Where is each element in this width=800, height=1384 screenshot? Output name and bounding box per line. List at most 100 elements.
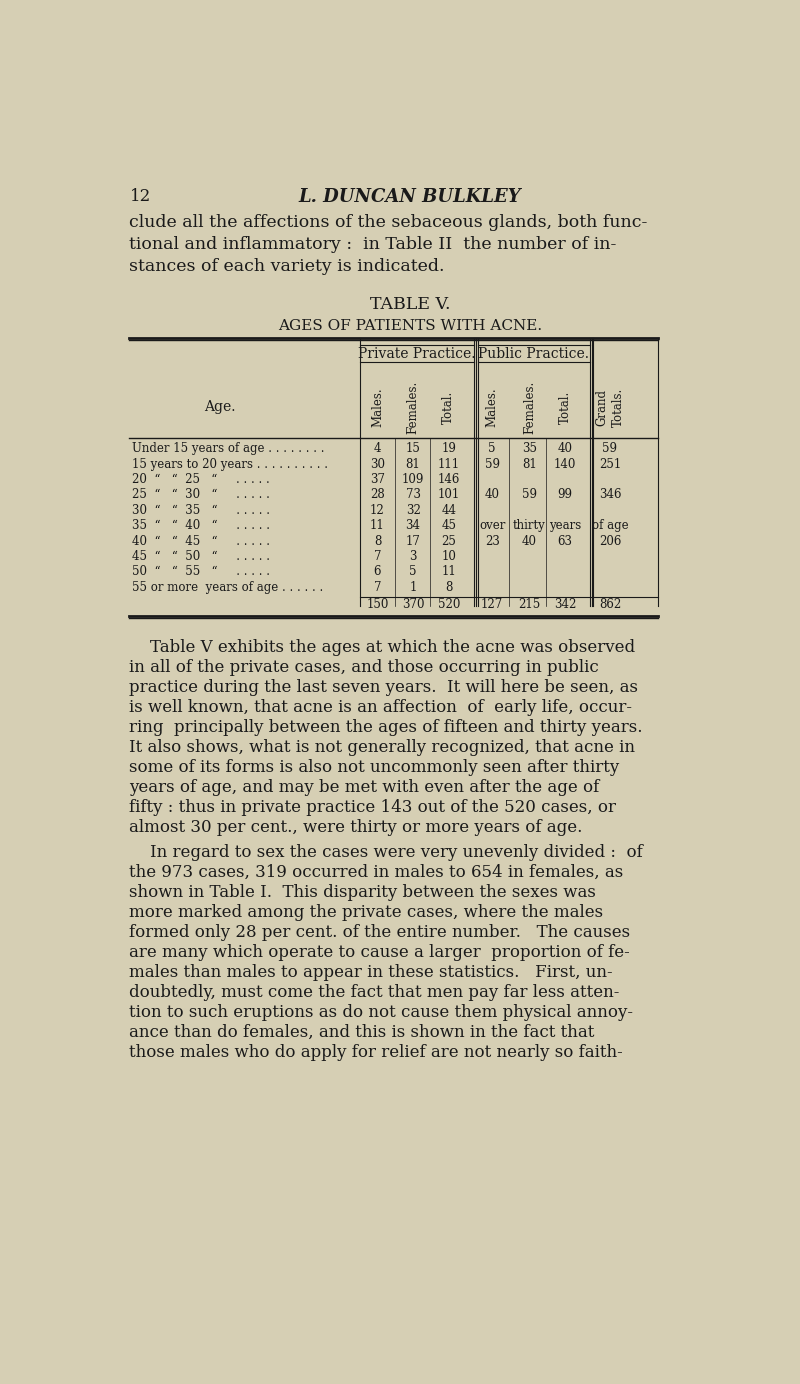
Text: 251: 251 xyxy=(599,458,621,471)
Text: 59: 59 xyxy=(485,458,500,471)
Text: 25  “   “  30   “     . . . . .: 25 “ “ 30 “ . . . . . xyxy=(132,489,270,501)
Text: practice during the last seven years.  It will here be seen, as: practice during the last seven years. It… xyxy=(130,680,638,696)
Text: 37: 37 xyxy=(370,473,385,486)
Text: 520: 520 xyxy=(438,598,460,612)
Text: 3: 3 xyxy=(410,549,417,563)
Text: It also shows, what is not generally recognized, that acne in: It also shows, what is not generally rec… xyxy=(130,739,635,756)
Text: 19: 19 xyxy=(442,441,456,455)
Text: over: over xyxy=(479,519,506,533)
Text: 35: 35 xyxy=(522,441,537,455)
Text: Total.: Total. xyxy=(442,390,455,424)
Text: 140: 140 xyxy=(554,458,576,471)
Text: L. DUNCAN BULKLEY: L. DUNCAN BULKLEY xyxy=(298,188,522,206)
Text: Total.: Total. xyxy=(558,390,571,424)
Text: Under 15 years of age . . . . . . . .: Under 15 years of age . . . . . . . . xyxy=(132,441,324,455)
Text: ring  principally between the ages of fifteen and thirty years.: ring principally between the ages of fif… xyxy=(130,718,643,736)
Text: 127: 127 xyxy=(481,598,503,612)
Text: 30  “   “  35   “     . . . . .: 30 “ “ 35 “ . . . . . xyxy=(132,504,270,516)
Text: the 973 cases, 319 occurred in males to 654 in females, as: the 973 cases, 319 occurred in males to … xyxy=(130,864,624,880)
Text: fifty : thus in private practice 143 out of the 520 cases, or: fifty : thus in private practice 143 out… xyxy=(130,799,617,817)
Text: 40  “   “  45   “     . . . . .: 40 “ “ 45 “ . . . . . xyxy=(132,534,270,548)
Text: 7: 7 xyxy=(374,581,381,594)
Text: shown in Table I.  This disparity between the sexes was: shown in Table I. This disparity between… xyxy=(130,884,596,901)
Text: in all of the private cases, and those occurring in public: in all of the private cases, and those o… xyxy=(130,659,599,675)
Text: more marked among the private cases, where the males: more marked among the private cases, whe… xyxy=(130,904,603,920)
Text: 15 years to 20 years . . . . . . . . . .: 15 years to 20 years . . . . . . . . . . xyxy=(132,458,328,471)
Text: tion to such eruptions as do not cause them physical annoy-: tion to such eruptions as do not cause t… xyxy=(130,1003,634,1021)
Text: 101: 101 xyxy=(438,489,460,501)
Text: Males.: Males. xyxy=(486,388,498,426)
Text: Grand
Totals.: Grand Totals. xyxy=(595,388,625,426)
Text: 206: 206 xyxy=(598,534,621,548)
Text: Public Practice.: Public Practice. xyxy=(478,347,590,361)
Text: 73: 73 xyxy=(406,489,421,501)
Text: 44: 44 xyxy=(442,504,456,516)
Text: 59: 59 xyxy=(602,441,618,455)
Text: 34: 34 xyxy=(406,519,421,533)
Text: years of age, and may be met with even after the age of: years of age, and may be met with even a… xyxy=(130,779,600,796)
Text: 7: 7 xyxy=(374,549,381,563)
Text: 11: 11 xyxy=(370,519,385,533)
Text: 109: 109 xyxy=(402,473,424,486)
Text: 6: 6 xyxy=(374,566,381,579)
Text: 28: 28 xyxy=(370,489,385,501)
Text: thirty: thirty xyxy=(513,519,546,533)
Text: 55 or more  years of age . . . . . .: 55 or more years of age . . . . . . xyxy=(132,581,323,594)
Text: 30: 30 xyxy=(370,458,385,471)
Text: 81: 81 xyxy=(406,458,421,471)
Text: of age: of age xyxy=(592,519,628,533)
Text: 10: 10 xyxy=(442,549,456,563)
Text: AGES OF PATIENTS WITH ACNE.: AGES OF PATIENTS WITH ACNE. xyxy=(278,320,542,334)
Text: 23: 23 xyxy=(485,534,499,548)
Text: TABLE V.: TABLE V. xyxy=(370,296,450,313)
Text: 25: 25 xyxy=(442,534,456,548)
Text: 342: 342 xyxy=(554,598,576,612)
Text: doubtedly, must come the fact that men pay far less atten-: doubtedly, must come the fact that men p… xyxy=(130,984,620,1001)
Text: 35  “   “  40   “     . . . . .: 35 “ “ 40 “ . . . . . xyxy=(132,519,270,533)
Text: 370: 370 xyxy=(402,598,424,612)
Text: 50  “   “  55   “     . . . . .: 50 “ “ 55 “ . . . . . xyxy=(132,566,270,579)
Text: In regard to sex the cases were very unevenly divided :  of: In regard to sex the cases were very une… xyxy=(130,844,643,861)
Text: 8: 8 xyxy=(374,534,381,548)
Text: 150: 150 xyxy=(366,598,389,612)
Text: 8: 8 xyxy=(445,581,453,594)
Text: 111: 111 xyxy=(438,458,460,471)
Text: those males who do apply for relief are not nearly so faith-: those males who do apply for relief are … xyxy=(130,1044,623,1062)
Text: 40: 40 xyxy=(558,441,573,455)
Text: 81: 81 xyxy=(522,458,537,471)
Text: 40: 40 xyxy=(522,534,537,548)
Text: are many which operate to cause a larger  proportion of fe-: are many which operate to cause a larger… xyxy=(130,944,630,960)
Text: 20  “   “  25   “     . . . . .: 20 “ “ 25 “ . . . . . xyxy=(132,473,270,486)
Text: 45  “   “  50   “     . . . . .: 45 “ “ 50 “ . . . . . xyxy=(132,549,270,563)
Text: some of its forms is also not uncommonly seen after thirty: some of its forms is also not uncommonly… xyxy=(130,758,620,776)
Text: 32: 32 xyxy=(406,504,421,516)
Text: ance than do females, and this is shown in the fact that: ance than do females, and this is shown … xyxy=(130,1024,595,1041)
Text: Females.: Females. xyxy=(406,381,420,433)
Text: 12: 12 xyxy=(130,188,150,205)
Text: tional and inflammatory :  in Table II  the number of in-: tional and inflammatory : in Table II th… xyxy=(130,237,617,253)
Text: formed only 28 per cent. of the entire number.   The causes: formed only 28 per cent. of the entire n… xyxy=(130,923,630,941)
Text: 1: 1 xyxy=(410,581,417,594)
Text: males than males to appear in these statistics.   First, un-: males than males to appear in these stat… xyxy=(130,963,613,981)
Text: stances of each variety is indicated.: stances of each variety is indicated. xyxy=(130,259,445,275)
Text: 40: 40 xyxy=(485,489,500,501)
Text: 59: 59 xyxy=(522,489,537,501)
Text: 12: 12 xyxy=(370,504,385,516)
Text: 5: 5 xyxy=(410,566,417,579)
Text: Females.: Females. xyxy=(523,381,536,433)
Text: 11: 11 xyxy=(442,566,456,579)
Text: 17: 17 xyxy=(406,534,421,548)
Text: Age.: Age. xyxy=(204,400,236,414)
Text: clude all the affections of the sebaceous glands, both func-: clude all the affections of the sebaceou… xyxy=(130,213,648,231)
Text: Table V exhibits the ages at which the acne was observed: Table V exhibits the ages at which the a… xyxy=(130,639,635,656)
Text: 5: 5 xyxy=(488,441,496,455)
Text: 346: 346 xyxy=(598,489,622,501)
Text: 15: 15 xyxy=(406,441,421,455)
Text: Private Practice.: Private Practice. xyxy=(358,347,476,361)
Text: 4: 4 xyxy=(374,441,381,455)
Text: 45: 45 xyxy=(442,519,456,533)
Text: years: years xyxy=(549,519,581,533)
Text: almost 30 per cent., were thirty or more years of age.: almost 30 per cent., were thirty or more… xyxy=(130,819,583,836)
Text: 99: 99 xyxy=(558,489,573,501)
Text: 215: 215 xyxy=(518,598,541,612)
